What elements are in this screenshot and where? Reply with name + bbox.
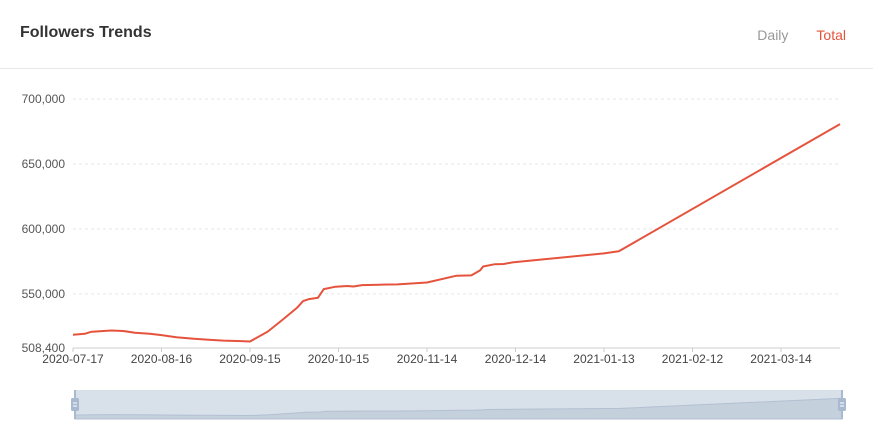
y-tick-label: 650,000 (22, 157, 66, 171)
chart-grid (73, 98, 840, 295)
tab-daily[interactable]: Daily (757, 27, 789, 43)
x-tick-label: 2020-09-15 (219, 352, 281, 366)
x-axis (72, 347, 840, 352)
zoom-slider (71, 390, 846, 420)
x-tick-label: 2020-10-15 (308, 352, 370, 366)
x-tick-label: 2021-01-13 (573, 352, 635, 366)
x-tick-label: 2020-11-14 (397, 352, 458, 366)
zoom-slider-preview (74, 397, 843, 420)
slider-handle-right-icon[interactable] (838, 390, 846, 419)
x-tick-labels: 2020-07-17 2020-08-16 2020-09-15 2020-10-15… (42, 352, 812, 366)
y-tick-label: 600,000 (22, 222, 66, 236)
y-tick-label: 700,000 (22, 92, 66, 106)
y-tick-label: 508,400 (22, 341, 66, 355)
y-tick-label: 550,000 (22, 287, 66, 301)
y-axis: 508,400 550,000 600,000 650,000 700,000 (22, 92, 66, 355)
view-tabs: Daily Total (757, 27, 846, 43)
series-lines (72, 123, 841, 343)
tab-total[interactable]: Total (816, 27, 846, 43)
widget-title: Followers Trends (20, 24, 152, 41)
series-line (72, 123, 841, 343)
x-tick-label: 2020-07-17 (42, 352, 104, 366)
x-tick-label: 2020-08-16 (131, 352, 193, 366)
slider-handle-left-icon[interactable] (71, 390, 79, 419)
x-tick-label: 2020-12-14 (485, 352, 547, 366)
x-tick-label: 2021-02-12 (662, 352, 724, 366)
x-tick-label: 2021-03-14 (750, 352, 812, 366)
widget-header: Followers Trends Daily Total (0, 0, 873, 69)
